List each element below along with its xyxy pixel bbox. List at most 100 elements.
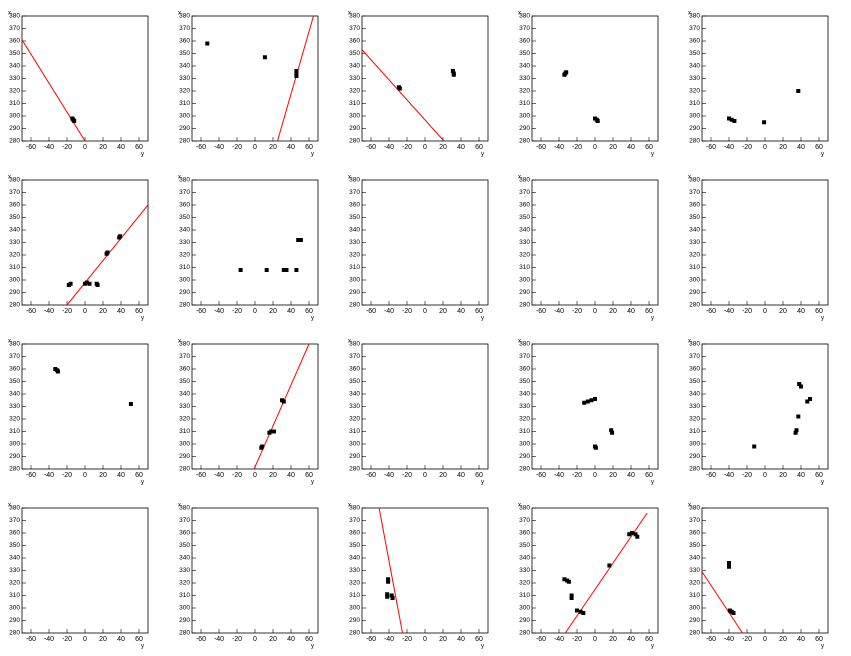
panel: -60 -40 -20 0 20 40 60 280 290 300 310 320 330 340 350… bbox=[178, 175, 319, 322]
fit-line bbox=[277, 16, 314, 141]
y-axis-label: x bbox=[348, 503, 351, 509]
y-tick-label: 320 bbox=[349, 580, 360, 587]
point bbox=[607, 563, 612, 568]
y-axis-label: x bbox=[178, 503, 181, 509]
y-axis-label: x bbox=[518, 11, 521, 17]
x-tick-label: -20 bbox=[402, 144, 412, 151]
y-tick-label: 340 bbox=[9, 391, 20, 398]
y-tick-label: 310 bbox=[9, 264, 20, 271]
x-tick-label: 0 bbox=[763, 636, 767, 643]
y-tick-label: 290 bbox=[349, 617, 360, 624]
y-tick-label: 340 bbox=[519, 391, 530, 398]
point bbox=[238, 268, 243, 272]
x-tick-label: -60 bbox=[26, 472, 36, 479]
x-axis-label: y bbox=[481, 644, 484, 650]
frame bbox=[531, 507, 659, 634]
y-tick-label: 380 bbox=[349, 341, 360, 348]
x-axis-label: y bbox=[311, 480, 314, 486]
y-tick-label: 370 bbox=[519, 25, 530, 32]
y-tick-label: 380 bbox=[689, 505, 700, 512]
y-axis-label: x bbox=[348, 11, 351, 17]
point bbox=[585, 399, 590, 404]
y-axis-label: x bbox=[178, 339, 181, 345]
x-tick-label: -20 bbox=[742, 144, 752, 151]
point bbox=[575, 608, 579, 613]
y-tick-label: 350 bbox=[9, 378, 20, 385]
x-tick-label: 0 bbox=[423, 636, 427, 643]
point bbox=[796, 414, 801, 419]
x-tick-label: -60 bbox=[366, 144, 376, 151]
panel: -60 -40 -20 0 20 40 60 280 290 300 310 320 330 340 350… bbox=[8, 503, 149, 650]
y-tick-label: 280 bbox=[179, 302, 190, 309]
y-tick-label: 350 bbox=[179, 50, 190, 57]
point bbox=[569, 596, 574, 600]
y-tick-label: 370 bbox=[519, 353, 530, 360]
y-tick-label: 300 bbox=[519, 605, 530, 612]
y-tick-label: 370 bbox=[689, 189, 700, 196]
point bbox=[808, 397, 812, 401]
y-tick-label: 340 bbox=[519, 555, 530, 562]
y-tick-label: 380 bbox=[9, 341, 20, 348]
point bbox=[609, 428, 614, 433]
y-tick-label: 350 bbox=[519, 50, 530, 57]
y-tick-label: 360 bbox=[179, 366, 190, 373]
x-tick-label: 60 bbox=[815, 472, 823, 479]
y-tick-label: 280 bbox=[689, 466, 700, 473]
y-tick-label: 360 bbox=[9, 202, 20, 209]
y-tick-label: 380 bbox=[179, 177, 190, 184]
x-tick-label: 40 bbox=[797, 308, 805, 315]
y-tick-label: 320 bbox=[689, 88, 700, 95]
y-tick-label: 380 bbox=[179, 505, 190, 512]
y-tick-label: 380 bbox=[179, 13, 190, 20]
x-tick-label: 60 bbox=[135, 308, 143, 315]
frame bbox=[21, 343, 149, 470]
x-tick-label: 0 bbox=[423, 472, 427, 479]
x-tick-label: 0 bbox=[763, 308, 767, 315]
y-tick-label: 300 bbox=[519, 441, 530, 448]
y-tick-label: 320 bbox=[519, 580, 530, 587]
y-tick-label: 340 bbox=[349, 227, 360, 234]
y-tick-label: 360 bbox=[689, 38, 700, 45]
x-tick-label: -60 bbox=[366, 472, 376, 479]
panel: -60 -40 -20 0 20 40 60 280 290 300 310 320 330 340 350… bbox=[348, 503, 489, 650]
y-tick-label: 320 bbox=[689, 416, 700, 423]
y-tick-label: 330 bbox=[9, 403, 20, 410]
x-axis-label: y bbox=[141, 644, 144, 650]
x-tick-label: -40 bbox=[384, 308, 394, 315]
x-tick-label: 20 bbox=[779, 636, 787, 643]
y-axis-label: x bbox=[518, 339, 521, 345]
x-tick-label: -60 bbox=[366, 308, 376, 315]
y-tick-label: 330 bbox=[349, 403, 360, 410]
y-tick-label: 280 bbox=[689, 138, 700, 145]
x-tick-label: -40 bbox=[44, 472, 54, 479]
y-axis-label: x bbox=[688, 175, 691, 181]
y-axis-label: x bbox=[8, 11, 11, 17]
x-tick-label: -60 bbox=[26, 144, 36, 151]
x-tick-label: -20 bbox=[62, 308, 72, 315]
y-tick-label: 340 bbox=[179, 227, 190, 234]
x-axis-label: y bbox=[651, 316, 654, 322]
y-tick-label: 330 bbox=[519, 75, 530, 82]
y-tick-label: 290 bbox=[179, 125, 190, 132]
x-axis-label: y bbox=[141, 480, 144, 486]
y-tick-label: 280 bbox=[349, 138, 360, 145]
x-tick-label: 0 bbox=[423, 144, 427, 151]
frame bbox=[361, 507, 489, 634]
y-axis-label: x bbox=[8, 339, 11, 345]
y-tick-label: 300 bbox=[349, 441, 360, 448]
point bbox=[589, 398, 594, 403]
x-tick-label: 60 bbox=[305, 308, 313, 315]
y-tick-label: 370 bbox=[349, 25, 360, 32]
panel: -60 -40 -20 0 20 40 60 280 290 300 310 320 330 340 350… bbox=[518, 175, 659, 322]
x-tick-label: -40 bbox=[554, 144, 564, 151]
y-tick-label: 310 bbox=[179, 592, 190, 599]
point bbox=[562, 577, 567, 582]
x-tick-label: 60 bbox=[645, 144, 653, 151]
y-tick-label: 310 bbox=[689, 100, 700, 107]
x-tick-label: 40 bbox=[117, 636, 125, 643]
x-tick-label: 40 bbox=[457, 144, 465, 151]
y-axis-label: x bbox=[688, 503, 691, 509]
x-tick-label: 60 bbox=[135, 472, 143, 479]
x-tick-label: -60 bbox=[536, 308, 546, 315]
